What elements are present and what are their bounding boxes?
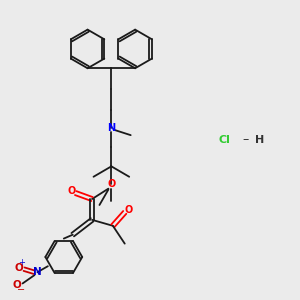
Text: –: – [242,133,248,146]
Text: H: H [255,135,265,145]
Text: N: N [33,267,42,277]
Text: O: O [107,179,116,189]
Text: N: N [107,123,116,133]
Text: −: − [17,285,25,295]
Text: O: O [124,205,132,215]
Text: O: O [14,263,23,273]
Text: O: O [67,186,75,196]
Text: +: + [18,258,25,267]
Text: Cl: Cl [218,135,230,145]
Text: O: O [13,280,22,290]
